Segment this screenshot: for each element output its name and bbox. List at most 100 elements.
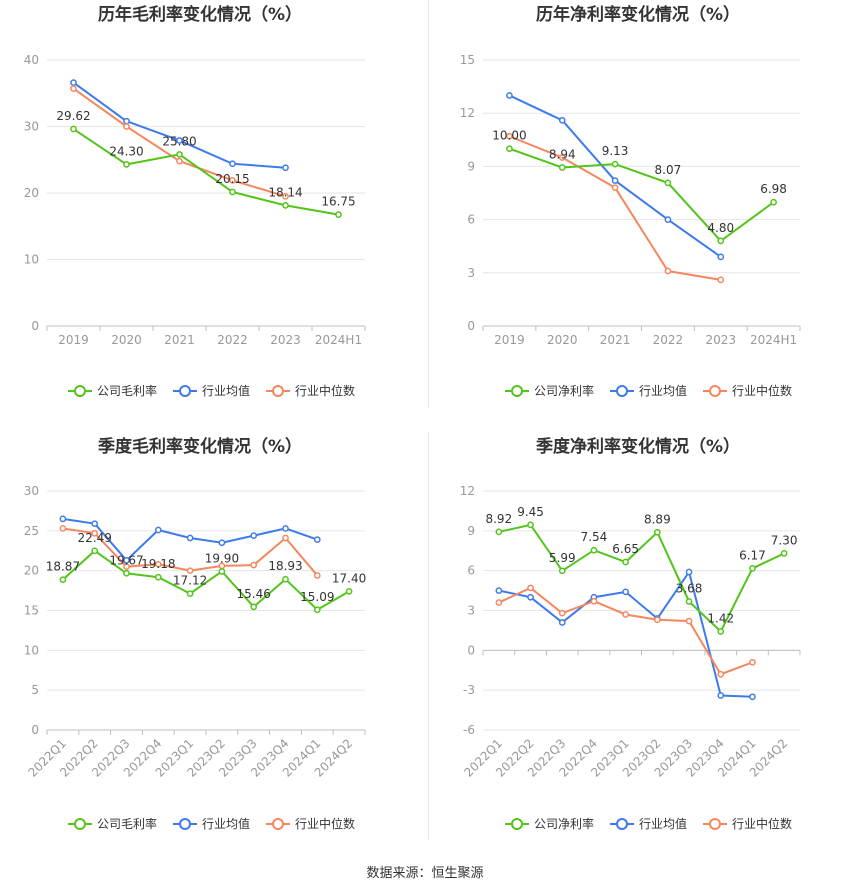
data-point bbox=[622, 611, 630, 618]
y-tick-label: 30 bbox=[24, 484, 39, 498]
data-point bbox=[123, 161, 130, 168]
data-label: 18.14 bbox=[268, 185, 302, 199]
legend-label: 公司净利率 bbox=[534, 816, 594, 831]
y-tick-label: 6 bbox=[467, 564, 475, 578]
data-point bbox=[654, 616, 661, 624]
legend-marker bbox=[511, 385, 523, 397]
data-point bbox=[123, 569, 130, 577]
data-point bbox=[717, 237, 725, 245]
data-point bbox=[91, 547, 99, 555]
data-point bbox=[558, 116, 566, 124]
x-tick-label: 2019 bbox=[494, 333, 525, 347]
y-tick-label: 9 bbox=[467, 159, 475, 173]
data-point bbox=[527, 593, 534, 601]
series-line bbox=[498, 523, 785, 634]
data-point bbox=[218, 539, 226, 547]
data-point bbox=[335, 211, 342, 218]
y-tick-label: 0 bbox=[467, 319, 475, 333]
data-point bbox=[229, 177, 236, 184]
legend-marker bbox=[74, 818, 86, 830]
data-point bbox=[749, 658, 756, 666]
data-label: 22.49 bbox=[78, 531, 112, 545]
data-point bbox=[558, 609, 566, 617]
x-tick-label: 2023 bbox=[270, 333, 301, 347]
data-label: 17.40 bbox=[332, 571, 366, 585]
data-label: 8.92 bbox=[485, 512, 512, 526]
data-label: 3.68 bbox=[676, 581, 703, 595]
chart-title: 历年毛利率变化情况（%） bbox=[98, 4, 302, 25]
legend-label: 公司毛利率 bbox=[97, 816, 157, 831]
data-label: 19.67 bbox=[109, 553, 143, 567]
data-point bbox=[611, 177, 619, 184]
legend-label: 行业均值 bbox=[639, 383, 687, 398]
y-tick-label: 25 bbox=[24, 524, 39, 538]
data-label: 5.99 bbox=[549, 551, 576, 565]
x-tick-label: 2022 bbox=[653, 333, 684, 347]
x-tick-label: 2020 bbox=[547, 333, 578, 347]
data-point bbox=[622, 588, 630, 596]
legend-item: 公司毛利率 bbox=[68, 816, 157, 831]
data-point bbox=[176, 157, 183, 165]
data-point bbox=[749, 565, 756, 572]
legend-label: 行业中位数 bbox=[295, 816, 355, 831]
data-point bbox=[558, 164, 566, 171]
x-tick-label: 2021 bbox=[600, 333, 631, 347]
chart-1: 历年毛利率变化情况（%） 0 10 20 30 40 2019 2020 2021 2022 202… bbox=[24, 4, 366, 398]
legend-item: 公司净利率 bbox=[505, 816, 594, 831]
chart-4: 季度净利率变化情况（%）-6-30369122022Q12022Q22022Q3… bbox=[460, 436, 801, 831]
data-label: 29.62 bbox=[56, 109, 90, 123]
legend-marker bbox=[616, 818, 628, 830]
data-point bbox=[229, 160, 236, 168]
data-point bbox=[770, 198, 777, 206]
data-point bbox=[154, 526, 162, 534]
data-label: 24.30 bbox=[109, 144, 143, 158]
legend-label: 行业中位数 bbox=[732, 383, 792, 398]
data-point bbox=[59, 525, 67, 532]
data-label: 8.07 bbox=[655, 163, 682, 177]
data-point bbox=[780, 550, 788, 557]
data-point bbox=[313, 572, 321, 579]
data-label: 4.80 bbox=[707, 221, 734, 235]
y-tick-label: 0 bbox=[467, 643, 475, 657]
legend-item: 行业均值 bbox=[173, 383, 250, 398]
data-point bbox=[717, 692, 725, 699]
data-point bbox=[186, 590, 194, 597]
data-label: 20.15 bbox=[215, 172, 249, 186]
chart-3: 季度毛利率变化情况（%）0510152025302022Q12022Q22022… bbox=[24, 436, 367, 831]
data-label: 18.87 bbox=[46, 560, 80, 574]
data-label: 7.30 bbox=[771, 533, 798, 547]
data-point bbox=[506, 145, 513, 153]
series-line bbox=[498, 586, 753, 676]
data-point bbox=[154, 573, 162, 581]
data-label: 8.94 bbox=[549, 147, 576, 161]
legend-label: 公司净利率 bbox=[534, 383, 594, 398]
y-tick-label: 15 bbox=[24, 604, 39, 618]
y-tick-label: 3 bbox=[467, 266, 475, 280]
data-point bbox=[590, 546, 598, 554]
data-point bbox=[717, 276, 725, 284]
legend-item: 行业中位数 bbox=[703, 383, 792, 398]
legend-marker bbox=[511, 818, 523, 830]
data-label: 8.89 bbox=[644, 512, 671, 526]
data-point bbox=[345, 588, 353, 595]
data-point bbox=[506, 132, 513, 140]
data-point bbox=[282, 575, 289, 583]
data-point bbox=[495, 599, 503, 606]
y-tick-label: 12 bbox=[460, 484, 475, 498]
legend-item: 行业中位数 bbox=[266, 816, 355, 831]
x-tick-label: 2022 bbox=[217, 333, 248, 347]
legend-label: 行业中位数 bbox=[732, 816, 792, 831]
data-label: 6.65 bbox=[612, 542, 639, 556]
data-point bbox=[611, 184, 619, 192]
data-point bbox=[654, 528, 661, 536]
y-tick-label: 12 bbox=[460, 106, 475, 120]
data-source-note: 数据来源：恒生聚源 bbox=[366, 866, 484, 881]
legend-label: 行业中位数 bbox=[295, 383, 355, 398]
data-point bbox=[123, 123, 130, 130]
data-point bbox=[749, 693, 756, 701]
data-point bbox=[123, 556, 130, 564]
data-point bbox=[622, 558, 630, 566]
legend-item: 公司净利率 bbox=[505, 383, 594, 398]
data-point bbox=[186, 534, 194, 542]
